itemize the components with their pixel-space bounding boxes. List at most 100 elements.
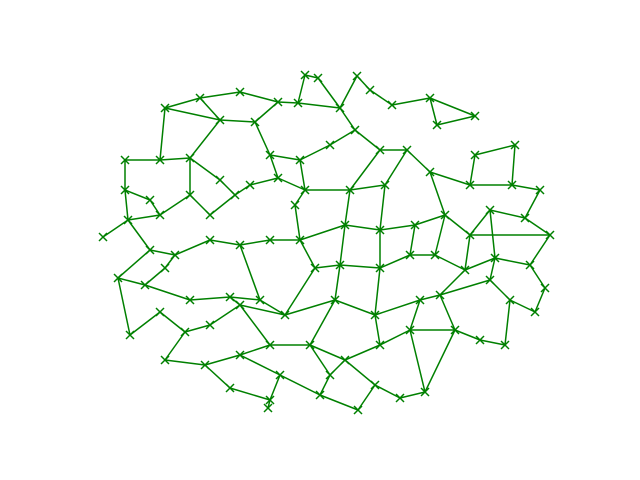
edge [494,257,531,266]
node-marker [485,275,495,285]
edge [239,239,271,246]
marker-stroke [470,150,480,160]
marker-stroke [420,387,430,397]
edge [509,299,536,313]
node-marker [425,93,435,103]
edge [434,214,446,256]
edge [524,217,551,236]
edge [209,304,241,326]
marker-stroke [335,260,345,270]
marker-stroke [313,73,323,83]
edge [299,144,331,161]
node-marker [465,230,475,240]
node-marker [465,180,475,190]
marker-stroke [273,173,283,183]
marker-stroke [180,327,190,337]
marker-stroke [325,140,335,150]
marker-stroke [435,290,445,300]
marker-stroke [485,205,495,215]
marker-stroke [350,125,360,135]
edge [199,91,241,99]
marker-stroke [405,325,415,335]
marker-stroke [160,263,170,273]
marker-stroke [98,232,108,242]
node-marker [300,70,310,80]
edge [344,189,351,226]
node-marker [315,390,325,400]
node-marker [265,150,275,160]
marker-stroke [280,310,290,320]
marker-stroke [525,260,535,270]
edge [102,219,129,238]
marker-stroke [205,210,215,220]
edge [439,294,456,331]
marker-stroke [265,235,275,245]
edge [189,119,221,159]
edge [277,101,299,104]
edge [334,299,376,316]
marker-stroke [293,98,303,108]
marker-stroke [325,370,335,380]
node-marker [120,155,130,165]
edge [474,144,516,156]
node-marker [370,380,380,390]
node-marker [415,295,425,305]
marker-stroke [340,355,350,365]
marker-stroke [195,93,205,103]
edge [409,329,426,393]
node-marker [295,155,305,165]
node-marker [530,307,540,317]
marker-stroke [460,265,470,275]
edge [299,159,306,191]
node-marker [405,325,415,335]
edge [164,97,201,109]
node-marker [185,295,195,305]
edge [117,249,151,279]
marker-stroke [290,200,300,210]
edge [304,74,319,79]
edge [374,267,381,316]
node-marker [265,235,275,245]
node-marker [170,250,180,260]
marker-stroke [430,250,440,260]
edge [414,214,446,226]
edge [339,107,356,131]
node-marker [155,210,165,220]
node-marker [280,310,290,320]
marker-stroke [123,215,133,225]
edge [379,329,411,346]
marker-stroke [470,111,480,121]
marker-stroke [155,210,165,220]
node-marker [300,185,310,195]
marker-stroke [335,103,345,113]
marker-stroke [370,380,380,390]
marker-stroke [273,97,283,107]
node-marker [450,325,460,335]
node-marker [275,370,285,380]
edge [379,224,416,231]
node-marker [145,195,155,205]
node-marker [435,290,445,300]
node-marker [420,387,430,397]
marker-stroke [225,292,235,302]
marker-stroke [505,295,515,305]
node-marker [545,230,555,240]
marker-stroke [425,167,435,177]
marker-stroke [395,393,405,403]
marker-stroke [500,340,510,350]
marker-stroke [465,230,475,240]
marker-stroke [205,235,215,245]
node-marker [263,403,273,413]
edge [219,119,256,123]
marker-stroke [235,87,245,97]
node-marker [140,280,150,290]
edge [309,299,336,346]
edge [319,374,331,396]
edge [464,234,471,271]
node-marker [98,232,108,242]
edge [117,277,131,336]
marker-stroke [330,295,340,305]
edge [436,115,476,126]
marker-stroke [300,185,310,195]
node-marker [430,250,440,260]
